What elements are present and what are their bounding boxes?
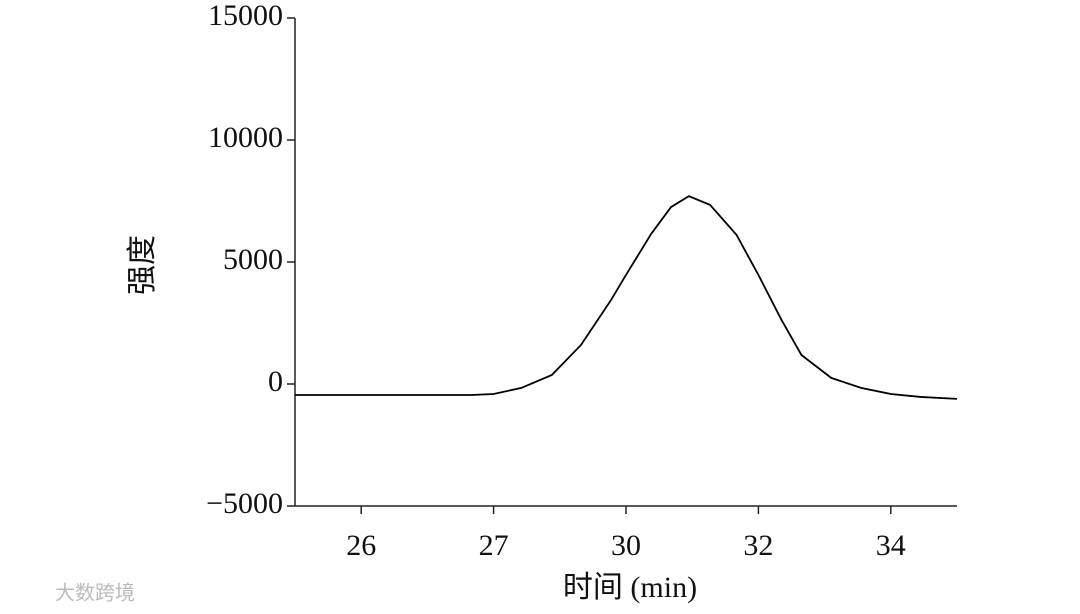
y-tick-label: 10000 bbox=[208, 121, 283, 154]
y-axis-label: 强度 bbox=[126, 235, 159, 295]
y-tick-label: 5000 bbox=[223, 243, 283, 276]
y-tick-label: 0 bbox=[268, 365, 283, 398]
x-tick-label: 27 bbox=[479, 529, 509, 562]
watermark: 大数跨境 bbox=[55, 581, 135, 605]
x-tick-label: 26 bbox=[346, 529, 376, 562]
x-axis-label: 时间 (min) bbox=[563, 571, 697, 604]
y-tick-label: −5000 bbox=[206, 487, 283, 520]
x-tick-label: 32 bbox=[743, 529, 773, 562]
x-tick-label: 30 bbox=[611, 529, 641, 562]
x-tick-label: 34 bbox=[876, 529, 906, 562]
y-tick-label: 15000 bbox=[208, 0, 283, 32]
data-line bbox=[295, 195, 958, 400]
